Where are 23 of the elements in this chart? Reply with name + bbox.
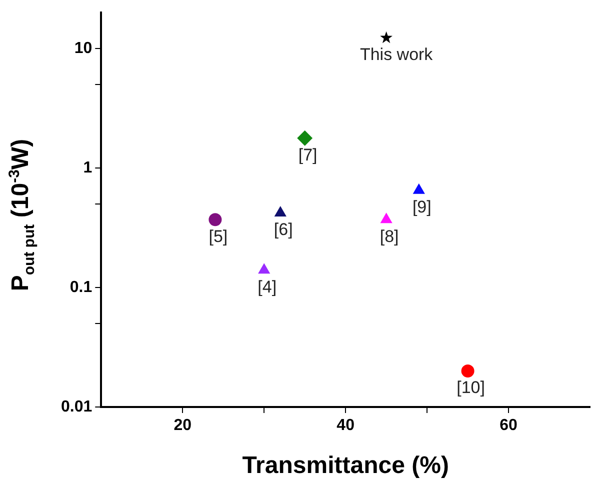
series-label: [9] <box>412 198 432 217</box>
point <box>380 31 392 44</box>
y-tick-label: 10 <box>74 40 92 57</box>
x-tick-label: 60 <box>500 417 518 434</box>
point <box>274 206 286 217</box>
y-tick-label: 1 <box>83 159 92 176</box>
point <box>413 184 425 194</box>
point <box>380 213 392 224</box>
x-axis-title: Transmittance (%) <box>242 452 449 480</box>
y-tick-label: 0.01 <box>61 398 92 416</box>
x-tick-label: 40 <box>336 417 355 434</box>
point <box>297 130 312 146</box>
series-label: [10] <box>456 378 485 398</box>
series-label: [8] <box>380 226 399 246</box>
series-label: [6] <box>274 220 293 240</box>
series-label: [7] <box>298 145 318 164</box>
series-label: [5] <box>208 226 228 246</box>
y-tick-label: 0.1 <box>70 278 92 296</box>
point <box>258 264 270 274</box>
x-tick-label: 20 <box>174 417 192 434</box>
series-label: This work <box>360 45 434 64</box>
point <box>208 213 222 226</box>
series-label: [4] <box>258 277 277 296</box>
